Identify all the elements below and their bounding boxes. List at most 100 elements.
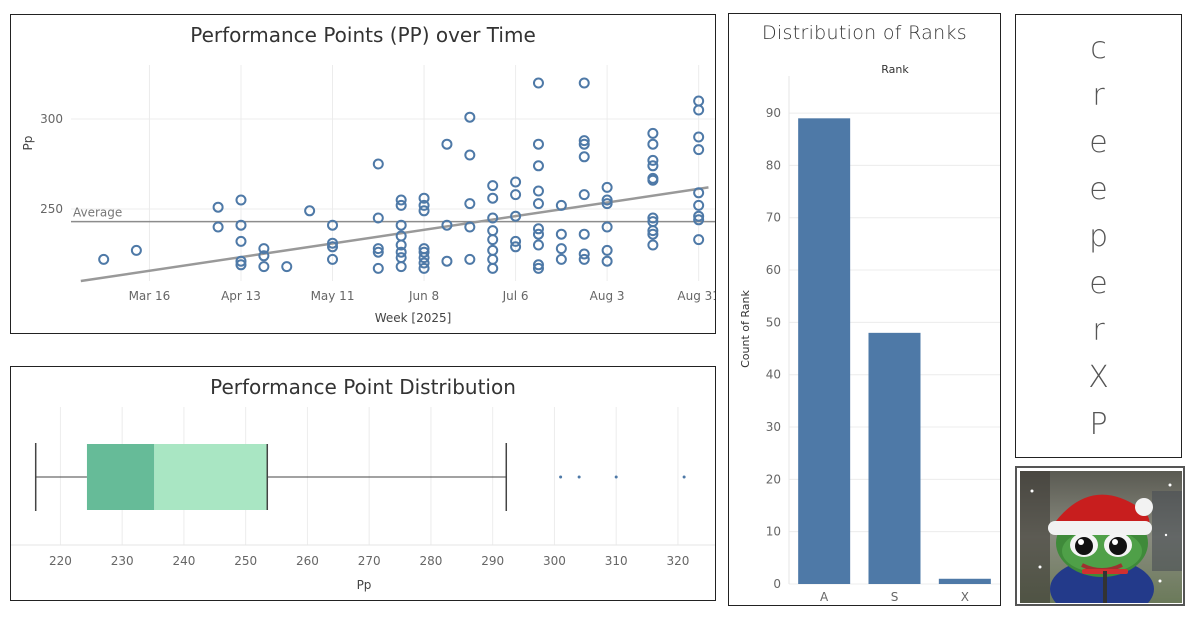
data-point <box>578 248 590 260</box>
data-point <box>464 221 476 233</box>
data-point <box>647 154 659 166</box>
rank-bar-chart: Rank 0 10 20 30 40 50 60 70 80 90 Count of Rank A S X <box>739 63 1000 604</box>
x-tick-label: A <box>820 590 829 604</box>
username-letter: r <box>1092 313 1105 348</box>
data-point <box>281 261 293 273</box>
data-point <box>487 180 499 192</box>
x-tick-label: Jun 8 <box>408 289 439 303</box>
data-point <box>395 194 407 206</box>
data-point <box>418 205 430 217</box>
y-tick-label: 90 <box>766 106 781 120</box>
avatar-panel <box>1015 466 1185 619</box>
data-point <box>441 219 453 231</box>
data-point <box>693 104 705 116</box>
data-point <box>532 185 544 197</box>
data-point <box>258 243 270 255</box>
data-point <box>578 138 590 150</box>
x-tick-label: Aug 31 <box>677 289 715 303</box>
data-point <box>647 225 659 237</box>
data-point <box>555 253 567 265</box>
data-point <box>327 241 339 253</box>
data-point <box>418 246 430 258</box>
y-axis-title: Count of Rank <box>739 289 752 367</box>
x-tick-label: 220 <box>49 554 72 568</box>
x-tick-label: Apr 13 <box>221 289 261 303</box>
data-point <box>601 221 613 233</box>
data-point <box>601 181 613 193</box>
column-header-rank: Rank <box>881 63 909 76</box>
username-letter: e <box>1089 125 1108 160</box>
data-point <box>693 131 705 143</box>
data-point <box>372 158 384 170</box>
boxplot-title: Performance Point Distribution <box>210 375 516 399</box>
data-point <box>304 205 316 217</box>
x-tick-label: 300 <box>543 554 566 568</box>
y-tick-label: 40 <box>766 368 781 382</box>
x-tick-label: 280 <box>419 554 442 568</box>
data-point <box>235 194 247 206</box>
data-point <box>487 192 499 204</box>
y-tick-label: 10 <box>766 525 781 539</box>
data-point <box>235 255 247 267</box>
data-point <box>578 253 590 265</box>
x-tick-label: 310 <box>605 554 628 568</box>
data-point <box>487 262 499 274</box>
data-point <box>212 221 224 233</box>
outlier-point <box>614 475 618 479</box>
data-point <box>532 262 544 274</box>
y-axis-title: Pp <box>21 136 35 151</box>
data-point <box>510 176 522 188</box>
y-tick-label: 20 <box>766 472 781 486</box>
data-point <box>601 255 613 267</box>
data-point <box>487 244 499 256</box>
data-point <box>327 237 339 249</box>
data-point <box>647 228 659 240</box>
x-tick-label: 260 <box>296 554 319 568</box>
data-point <box>441 255 453 267</box>
username-letter: e <box>1089 266 1108 301</box>
x-tick-label: 230 <box>111 554 134 568</box>
x-tick-label: 240 <box>172 554 195 568</box>
data-point <box>395 246 407 258</box>
data-point <box>647 160 659 172</box>
y-tick-label: 300 <box>40 112 63 126</box>
y-tick-label: 60 <box>766 263 781 277</box>
data-point <box>647 127 659 139</box>
data-point <box>555 228 567 240</box>
data-point <box>327 253 339 265</box>
outlier-point <box>577 475 581 479</box>
data-point <box>578 189 590 201</box>
x-tick-label: 290 <box>481 554 504 568</box>
data-point <box>395 261 407 273</box>
data-point <box>487 225 499 237</box>
bar-S <box>868 332 921 584</box>
data-point <box>693 144 705 156</box>
data-point <box>212 201 224 213</box>
data-point <box>487 234 499 246</box>
data-point <box>372 246 384 258</box>
x-tick-label: May 11 <box>311 289 355 303</box>
data-point <box>464 198 476 210</box>
box-upper-half <box>154 444 268 510</box>
outlier-point <box>682 475 686 479</box>
data-point <box>510 241 522 253</box>
data-point <box>372 212 384 224</box>
data-point <box>464 253 476 265</box>
data-point <box>395 239 407 251</box>
data-point <box>130 244 142 256</box>
data-point <box>418 257 430 269</box>
username-letter: e <box>1089 172 1108 207</box>
data-point <box>235 259 247 271</box>
username-letter: X <box>1088 360 1109 395</box>
data-point <box>464 149 476 161</box>
data-point <box>532 160 544 172</box>
data-point <box>532 138 544 150</box>
data-point <box>647 212 659 224</box>
data-point <box>372 262 384 274</box>
data-point <box>693 199 705 211</box>
data-point <box>510 189 522 201</box>
data-point <box>487 253 499 265</box>
y-tick-label: 0 <box>773 577 781 591</box>
data-point <box>532 228 544 240</box>
